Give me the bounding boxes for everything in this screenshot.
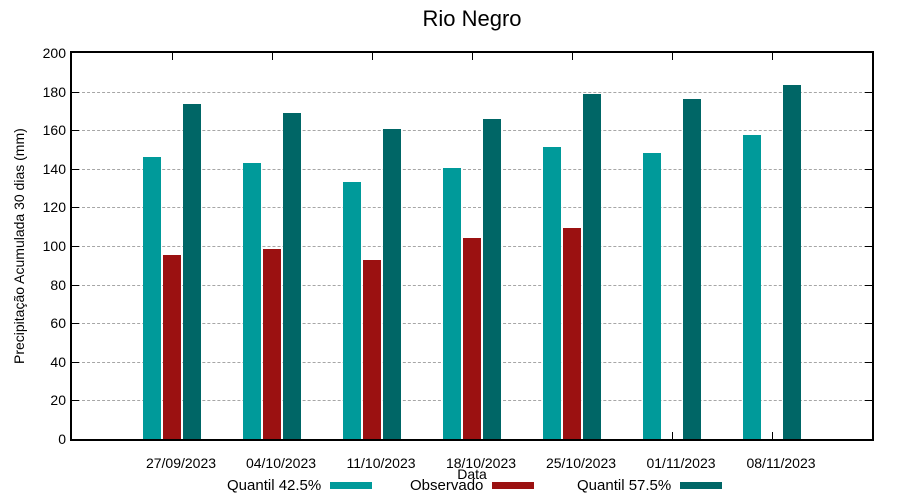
top-tick-x-5 [672, 53, 673, 60]
y-tick-label-40: 40 [50, 353, 66, 370]
left-tick-y-120 [72, 207, 79, 209]
x-tick-label-04-10-2023: 04/10/2023 [245, 455, 317, 471]
x-tick-label-11-10-2023: 11/10/2023 [346, 455, 416, 471]
x-axis-label: Data [457, 466, 487, 482]
bar-quantil-42-5-25-10-2023 [543, 146, 561, 439]
legend-swatch-observado [492, 482, 535, 489]
bar-quantil-42-5-04-10-2023 [243, 163, 261, 439]
y-tick-label-160: 160 [42, 122, 66, 139]
legend-label-quantil-57-5: Quantil 57.5% [577, 477, 672, 494]
bar-quantil-57-5-08-11-2023 [783, 84, 801, 439]
right-tick-y-40 [865, 361, 872, 363]
legend-label-quantil-42-5: Quantil 42.5% [227, 477, 322, 494]
bar-quantil-57-5-04-10-2023 [283, 112, 301, 439]
y-tick-label-0: 0 [58, 431, 66, 447]
bar-observado-11-10-2023 [363, 259, 381, 439]
legend-swatch-quantil-57-5 [680, 482, 723, 489]
left-tick-y-20 [72, 400, 79, 402]
left-tick-y-40 [72, 361, 79, 363]
bar-quantil-42-5-11-10-2023 [343, 182, 361, 439]
y-tick-label-180: 180 [42, 83, 66, 100]
bar-quantil-42-5-27-09-2023 [143, 157, 161, 439]
right-tick-y-60 [865, 323, 872, 325]
bar-quantil-57-5-18-10-2023 [483, 118, 501, 439]
y-tick-label-100: 100 [42, 238, 66, 254]
bar-quantil-42-5-18-10-2023 [443, 167, 461, 439]
top-tick-x-6 [772, 53, 773, 60]
left-tick-y-140 [72, 168, 79, 170]
gridline-y-160 [72, 130, 872, 132]
right-tick-y-160 [865, 130, 872, 132]
y-tick-label-140: 140 [42, 160, 66, 177]
top-tick-x-1 [272, 53, 273, 60]
bar-quantil-42-5-08-11-2023 [743, 135, 761, 439]
right-tick-y-140 [865, 168, 872, 170]
bar-observado-27-09-2023 [163, 254, 181, 439]
gridline-y-180 [72, 91, 872, 93]
plot-area [70, 51, 874, 441]
bar-quantil-57-5-01-11-2023 [683, 99, 701, 439]
top-tick-x-4 [572, 53, 573, 60]
bar-quantil-57-5-11-10-2023 [383, 129, 401, 439]
y-tick-label-80: 80 [50, 276, 66, 293]
x-tick-label-18-10-2023: 18/10/2023 [445, 455, 517, 471]
right-tick-y-100 [865, 246, 872, 247]
legend-label-observado: Observado [410, 477, 484, 494]
top-tick-x-2 [372, 53, 373, 60]
top-tick-x-0 [172, 53, 173, 60]
y-tick-label-120: 120 [42, 199, 66, 216]
gridline-y-140 [72, 168, 872, 170]
right-tick-y-120 [865, 207, 872, 209]
y-tick-label-20: 20 [50, 392, 66, 409]
bar-observado-04-10-2023 [263, 248, 281, 439]
bar-observado-18-10-2023 [463, 238, 481, 439]
right-tick-y-180 [865, 91, 872, 93]
legend-entry-quantil-57-5: Quantil 57.5% [577, 477, 723, 494]
left-tick-y-180 [72, 91, 79, 93]
left-tick-y-80 [72, 284, 79, 286]
left-tick-y-60 [72, 323, 79, 325]
legend-swatch-quantil-42-5 [330, 482, 373, 489]
x-tick-label-08-11-2023: 08/11/2023 [746, 455, 816, 471]
bar-quantil-57-5-27-09-2023 [183, 104, 201, 439]
x-tick-label-27-09-2023: 27/09/2023 [145, 455, 217, 471]
bar-quantil-57-5-25-10-2023 [583, 93, 601, 439]
right-tick-y-80 [865, 284, 872, 286]
right-tick-y-20 [865, 400, 872, 402]
bottom-tick-x-6 [772, 432, 773, 439]
bar-quantil-42-5-01-11-2023 [643, 153, 661, 439]
chart-title: Rio Negro [422, 6, 522, 31]
top-tick-x-3 [472, 53, 473, 60]
bar-observado-25-10-2023 [563, 227, 581, 439]
legend-entry-quantil-42-5: Quantil 42.5% [227, 477, 373, 494]
x-tick-label-25-10-2023: 25/10/2023 [545, 455, 617, 471]
bottom-tick-x-5 [672, 432, 673, 439]
x-tick-label-01-11-2023: 01/11/2023 [646, 455, 716, 471]
left-tick-y-100 [72, 246, 79, 247]
gridline-y-120 [72, 207, 872, 209]
left-tick-y-160 [72, 130, 79, 132]
legend-entry-observado: Observado [410, 477, 535, 494]
y-tick-label-60: 60 [50, 315, 66, 332]
y-tick-label-200: 200 [42, 45, 66, 61]
